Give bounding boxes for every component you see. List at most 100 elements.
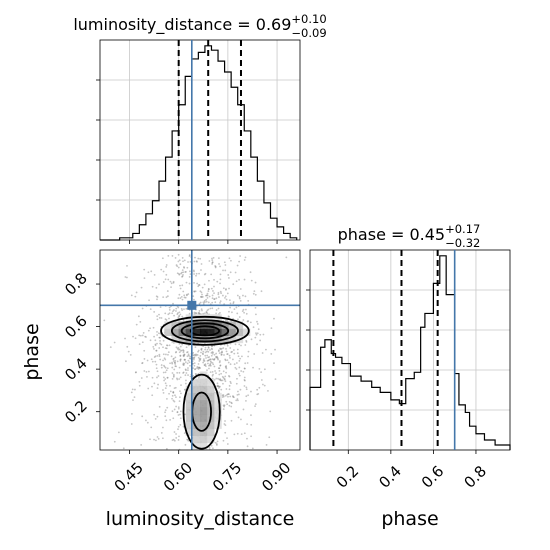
scatter-point <box>149 339 152 342</box>
scatter-point <box>260 290 263 293</box>
density-cell <box>192 314 201 322</box>
scatter-point <box>126 264 128 267</box>
scatter-point <box>215 377 218 380</box>
scatter-point <box>199 367 202 369</box>
scatter-point <box>177 297 180 300</box>
scatter-point <box>179 413 181 416</box>
scatter-point <box>165 264 168 266</box>
scatter-point <box>130 294 133 297</box>
scatter-point <box>209 364 212 367</box>
scatter-point <box>179 360 182 362</box>
scatter-point <box>187 374 189 376</box>
scatter-point <box>186 355 189 358</box>
scatter-point <box>210 273 213 276</box>
scatter-point <box>183 358 186 361</box>
scatter-point <box>171 410 174 413</box>
density-cell <box>207 314 215 322</box>
truth-marker <box>187 300 197 310</box>
scatter-point <box>156 296 159 298</box>
scatter-point <box>168 344 171 347</box>
scatter-point <box>207 359 210 362</box>
scatter-point <box>173 387 176 389</box>
scatter-point <box>207 350 210 353</box>
scatter-point <box>171 361 173 364</box>
scatter-point <box>258 367 261 370</box>
scatter-point <box>217 385 220 388</box>
scatter-point <box>228 299 231 302</box>
scatter-point <box>166 376 169 379</box>
scatter-point <box>219 265 221 268</box>
scatter-point <box>177 428 179 431</box>
scatter-point <box>141 307 144 310</box>
scatter-point <box>235 411 238 413</box>
scatter-point <box>274 378 277 381</box>
scatter-point <box>155 363 158 366</box>
scatter-point <box>219 364 222 367</box>
scatter-point <box>176 313 179 316</box>
scatter-point <box>138 380 141 383</box>
scatter-point <box>164 415 167 418</box>
density-cell <box>200 335 208 344</box>
scatter-point <box>207 362 209 365</box>
scatter-point <box>212 363 215 366</box>
scatter-point <box>205 298 208 301</box>
scatter-point <box>178 273 180 275</box>
scatter-point <box>223 354 225 356</box>
scatter-point <box>196 366 199 368</box>
scatter-point <box>237 318 239 321</box>
scatter-point <box>245 399 247 402</box>
scatter-point <box>228 310 230 313</box>
scatter-point <box>150 426 153 429</box>
scatter-point <box>154 418 157 420</box>
scatter-point <box>217 387 220 389</box>
scatter-point <box>256 393 259 396</box>
x-tick-label: 0.6 <box>418 462 448 492</box>
density-cell <box>207 428 215 437</box>
scatter-point <box>165 447 168 450</box>
density-cell <box>185 407 194 415</box>
scatter-point <box>162 270 165 273</box>
scatter-point <box>222 395 225 398</box>
scatter-point <box>156 330 158 333</box>
scatter-point <box>161 257 164 260</box>
scatter-point <box>262 383 264 386</box>
scatter-point <box>238 316 241 318</box>
scatter-point <box>184 361 187 364</box>
scatter-point <box>179 263 182 266</box>
scatter-point <box>181 349 183 352</box>
scatter-point <box>184 443 187 446</box>
scatter-point <box>180 392 182 395</box>
scatter-point <box>244 362 247 365</box>
scatter-point <box>157 375 160 377</box>
scatter-point <box>126 276 128 279</box>
scatter-point <box>215 443 218 445</box>
scatter-point <box>222 404 225 407</box>
scatter-point <box>204 348 207 351</box>
panel-frame <box>99 39 301 241</box>
scatter-point <box>183 432 186 435</box>
scatter-point <box>253 353 256 355</box>
density-cell <box>192 421 201 429</box>
scatter-point <box>208 295 211 298</box>
scatter-point <box>178 400 181 403</box>
scatter-point <box>197 349 200 352</box>
scatter-point <box>218 352 221 355</box>
scatter-point <box>193 270 195 273</box>
scatter-point <box>213 365 216 368</box>
scatter-point <box>226 359 229 362</box>
density-cell <box>192 335 201 344</box>
scatter-point <box>165 353 167 356</box>
scatter-point <box>202 361 205 364</box>
scatter-point <box>178 311 181 314</box>
density-cell <box>228 328 237 337</box>
scatter-point <box>174 363 177 365</box>
title-upper: +0.17 <box>445 222 480 236</box>
scatter-point <box>194 368 197 370</box>
scatter-point <box>179 358 182 361</box>
scatter-point <box>192 295 195 298</box>
scatter-point <box>139 334 142 337</box>
scatter-point <box>155 286 158 289</box>
density-cell <box>235 328 244 337</box>
density-cell <box>207 321 215 329</box>
scatter-point <box>208 356 211 358</box>
